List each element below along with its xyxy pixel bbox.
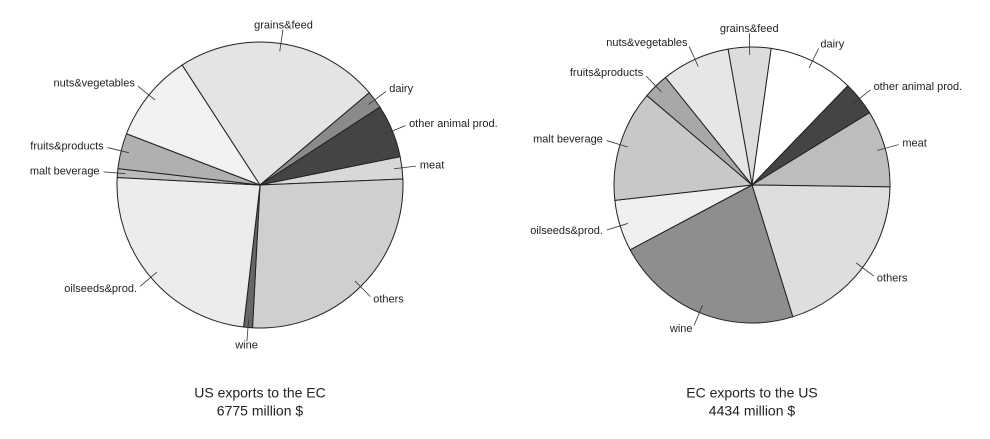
leader-line [693,305,703,326]
leader-line [853,89,871,104]
chart-title: EC exports to the US [686,385,818,401]
leader-line [808,48,819,69]
leader-line [877,144,899,151]
slice-label: grains&feed [254,20,313,32]
leader-line [688,46,699,67]
slice-label: oilseeds&prod. [64,283,137,295]
leader-line [279,29,284,52]
leader-line [103,171,126,175]
chart-title: US exports to the EC [194,385,326,401]
slice-label: wine [234,339,258,351]
slice-label: nuts&vegetables [54,78,136,90]
slice-label: meat [902,137,926,149]
slice-label: wine [669,323,693,335]
slice-label: dairy [389,83,413,95]
slice-label: other animal prod. [874,81,963,93]
leader-line [368,91,387,105]
leader-line [606,140,628,148]
leader-line [384,125,406,135]
chart-subtitle: 6775 million $ [217,403,304,419]
leader-line [855,262,874,277]
slice-label: oilseeds&prod. [530,225,603,237]
slice-label: malt beverage [30,165,100,177]
slice-label: fruits&products [570,67,644,79]
leader-line [246,319,250,342]
leader-line [393,165,416,170]
pie-slice [251,178,404,329]
slice-label: meat [420,160,444,172]
slice-label: nuts&vegetables [606,37,688,49]
leader-line [137,85,156,101]
leader-line [354,280,371,297]
leader-line [107,147,129,154]
leader-line [606,223,628,231]
slice-label: other animal prod. [409,118,498,130]
slice-label: malt beverage [533,133,603,145]
slice-label: fruits&products [30,141,104,153]
leader-line [645,75,662,93]
chart-subtitle: 4434 million $ [709,403,796,419]
slice-label: grains&feed [720,23,779,35]
slice-label: others [373,293,404,305]
slice-label: dairy [820,39,844,51]
slice-label: others [877,272,908,284]
pie-slice [116,176,261,328]
leader-line [139,271,158,287]
